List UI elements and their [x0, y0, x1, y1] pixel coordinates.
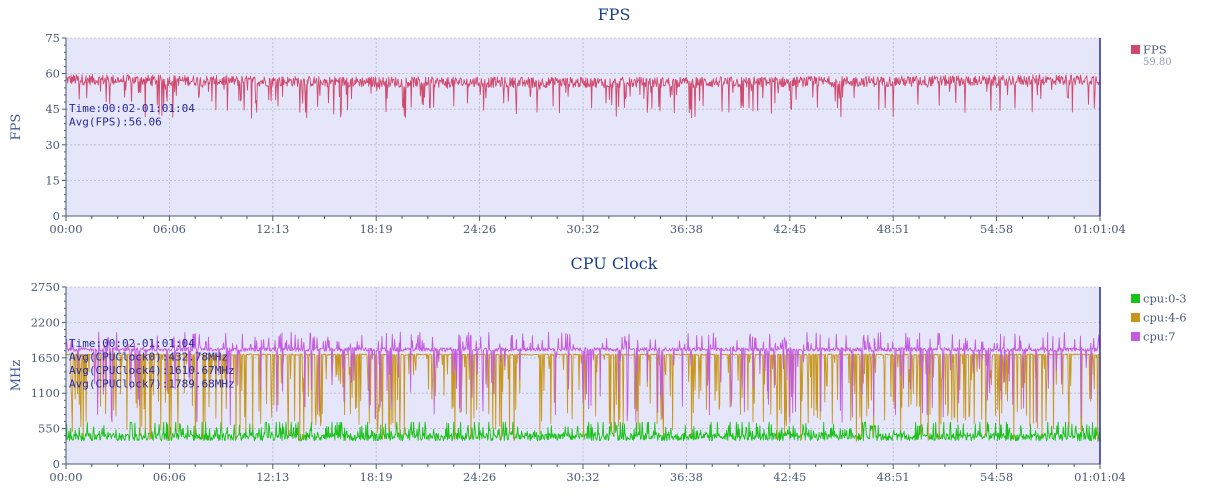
x-tick-label: 00:00 [49, 222, 82, 236]
legend-swatch [1131, 313, 1140, 322]
legend-swatch [1131, 45, 1140, 54]
x-tick-label: 01:01:04 [1074, 470, 1126, 484]
x-tick-label: 12:13 [256, 222, 289, 236]
y-tick-label: 75 [45, 31, 60, 45]
y-tick-label: 60 [45, 67, 60, 81]
annotation-text: Time:00:02-01:01:04 [69, 337, 195, 350]
annotation-text: Avg(FPS):56.06 [69, 116, 162, 129]
legend-label: cpu:0-3 [1143, 292, 1187, 306]
x-tick-label: 12:13 [256, 470, 289, 484]
y-tick-label: 30 [45, 138, 60, 152]
annotation-text: Avg(CPUClock4):1610.67MHz [69, 364, 235, 377]
chart-title: CPU Clock [571, 254, 658, 273]
x-tick-label: 00:00 [49, 470, 82, 484]
x-tick-label: 42:45 [773, 470, 806, 484]
chart-0: FPS 0 15 30 45 60 75 00:00 06:06 12:13 18:19 24:26 3… [9, 5, 1172, 236]
y-tick-label: 1100 [31, 386, 60, 400]
x-tick-label: 36:38 [670, 222, 703, 236]
x-tick-label: 30:32 [566, 222, 599, 236]
x-tick-label: 24:26 [463, 470, 496, 484]
legend-label: cpu:4-6 [1143, 311, 1187, 325]
legend-value: 59.80 [1143, 57, 1172, 68]
series-line-cpu-7 [65, 331, 1101, 426]
chart-1: CPU Clock 0 550 1100 1650 2200 2750 00:00 06:06 1… [9, 254, 1187, 484]
x-tick-label: 48:51 [877, 470, 910, 484]
annotation-text: Avg(CPUClock7):1789.68MHz [69, 378, 235, 391]
series-line-fps [65, 74, 1101, 119]
legend-label: cpu:7 [1143, 330, 1175, 344]
x-tick-label: 01:01:04 [1074, 222, 1126, 236]
legend-label: FPS [1143, 43, 1167, 57]
x-tick-label: 06:06 [153, 470, 186, 484]
annotation-text: Avg(CPUClock0):432.78MHz [69, 351, 228, 364]
y-tick-label: 1650 [31, 351, 60, 365]
x-tick-label: 54:58 [980, 222, 1013, 236]
legend-swatch [1131, 332, 1140, 341]
y-axis-label: MHz [9, 360, 24, 392]
y-tick-label: 2750 [31, 280, 60, 294]
x-tick-label: 48:51 [877, 222, 910, 236]
y-tick-label: 45 [45, 102, 60, 116]
y-tick-label: 550 [38, 422, 60, 436]
x-tick-label: 30:32 [566, 470, 599, 484]
x-tick-label: 42:45 [773, 222, 806, 236]
y-tick-label: 0 [53, 457, 60, 471]
annotation-text: Time:00:02-01:01:04 [69, 102, 195, 115]
y-axis-label: FPS [9, 114, 24, 141]
legend-swatch [1131, 294, 1140, 303]
x-tick-label: 54:58 [980, 470, 1013, 484]
y-tick-label: 15 [45, 173, 60, 187]
y-tick-label: 2200 [31, 315, 60, 329]
x-tick-label: 36:38 [670, 470, 703, 484]
x-tick-label: 18:19 [360, 470, 393, 484]
chart-title: FPS [598, 5, 631, 24]
x-tick-label: 06:06 [153, 222, 186, 236]
y-tick-label: 0 [53, 209, 60, 223]
x-tick-label: 24:26 [463, 222, 496, 236]
x-tick-label: 18:19 [360, 222, 393, 236]
